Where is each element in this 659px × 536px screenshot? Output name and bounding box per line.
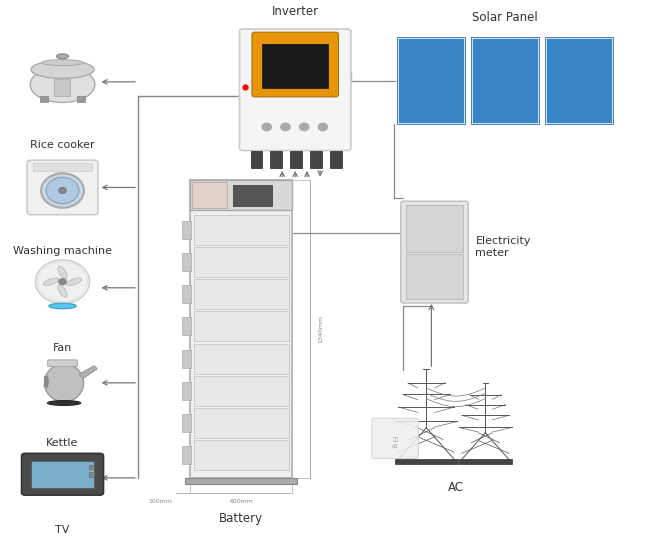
FancyBboxPatch shape (471, 37, 539, 124)
FancyBboxPatch shape (459, 459, 512, 464)
FancyBboxPatch shape (31, 461, 94, 488)
FancyBboxPatch shape (183, 414, 191, 432)
FancyBboxPatch shape (40, 96, 47, 102)
Circle shape (318, 123, 328, 131)
Text: Solar Panel: Solar Panel (472, 11, 538, 24)
FancyBboxPatch shape (397, 37, 465, 124)
Text: Fan: Fan (53, 343, 72, 353)
Ellipse shape (30, 67, 95, 102)
Ellipse shape (42, 59, 83, 65)
Text: 000000.0: 000000.0 (423, 226, 446, 231)
FancyBboxPatch shape (183, 317, 191, 336)
FancyBboxPatch shape (194, 344, 289, 374)
Polygon shape (79, 366, 97, 378)
FancyBboxPatch shape (372, 418, 418, 458)
FancyBboxPatch shape (190, 180, 292, 478)
FancyBboxPatch shape (194, 408, 289, 438)
FancyBboxPatch shape (89, 472, 94, 477)
FancyBboxPatch shape (401, 201, 469, 303)
FancyBboxPatch shape (183, 382, 191, 400)
Circle shape (300, 123, 309, 131)
FancyBboxPatch shape (194, 376, 289, 406)
FancyBboxPatch shape (185, 478, 297, 484)
Text: 变图: 变图 (393, 437, 399, 442)
Text: 600mm: 600mm (229, 499, 253, 504)
FancyBboxPatch shape (89, 465, 94, 470)
FancyBboxPatch shape (77, 96, 85, 102)
Text: A1: A1 (392, 444, 399, 449)
Text: Electricity
meter: Electricity meter (476, 236, 531, 258)
FancyBboxPatch shape (183, 446, 191, 464)
Circle shape (59, 279, 66, 285)
Ellipse shape (57, 54, 69, 59)
FancyBboxPatch shape (290, 151, 302, 168)
FancyBboxPatch shape (395, 459, 458, 464)
Text: AC: AC (448, 481, 464, 494)
Circle shape (41, 173, 84, 208)
FancyBboxPatch shape (22, 453, 103, 495)
Text: 100mm: 100mm (149, 499, 173, 504)
Ellipse shape (31, 61, 94, 78)
FancyBboxPatch shape (406, 205, 463, 252)
Text: Rice cooker: Rice cooker (30, 140, 95, 150)
FancyBboxPatch shape (406, 254, 463, 299)
FancyBboxPatch shape (192, 182, 227, 207)
FancyBboxPatch shape (194, 247, 289, 277)
FancyBboxPatch shape (33, 163, 92, 171)
FancyBboxPatch shape (239, 29, 351, 151)
FancyBboxPatch shape (190, 180, 292, 210)
Circle shape (262, 123, 272, 131)
FancyBboxPatch shape (183, 253, 191, 271)
Circle shape (46, 177, 79, 204)
FancyBboxPatch shape (194, 215, 289, 245)
Text: Inverter: Inverter (272, 5, 319, 18)
Ellipse shape (49, 303, 76, 309)
Ellipse shape (67, 278, 82, 286)
FancyBboxPatch shape (233, 185, 272, 206)
Text: Washing machine: Washing machine (13, 245, 112, 256)
FancyBboxPatch shape (252, 32, 339, 97)
FancyBboxPatch shape (183, 285, 191, 303)
Ellipse shape (43, 278, 59, 286)
Ellipse shape (44, 364, 84, 401)
FancyBboxPatch shape (183, 221, 191, 239)
FancyBboxPatch shape (250, 151, 262, 168)
Circle shape (36, 260, 90, 303)
Ellipse shape (47, 400, 80, 405)
FancyBboxPatch shape (183, 349, 191, 368)
Text: 1340mm: 1340mm (318, 315, 323, 343)
Ellipse shape (58, 266, 67, 279)
FancyBboxPatch shape (194, 311, 289, 341)
FancyBboxPatch shape (545, 37, 613, 124)
Circle shape (281, 123, 290, 131)
Ellipse shape (58, 285, 67, 297)
FancyBboxPatch shape (47, 360, 77, 367)
FancyBboxPatch shape (27, 160, 98, 215)
FancyBboxPatch shape (310, 151, 322, 168)
FancyBboxPatch shape (194, 440, 289, 470)
Text: Kettle: Kettle (46, 438, 78, 448)
Circle shape (59, 188, 67, 193)
FancyBboxPatch shape (55, 79, 71, 96)
Text: Battery: Battery (219, 512, 263, 525)
Text: TV: TV (55, 525, 70, 535)
FancyBboxPatch shape (194, 279, 289, 309)
FancyBboxPatch shape (330, 151, 341, 168)
FancyBboxPatch shape (270, 151, 282, 168)
FancyBboxPatch shape (262, 44, 328, 88)
